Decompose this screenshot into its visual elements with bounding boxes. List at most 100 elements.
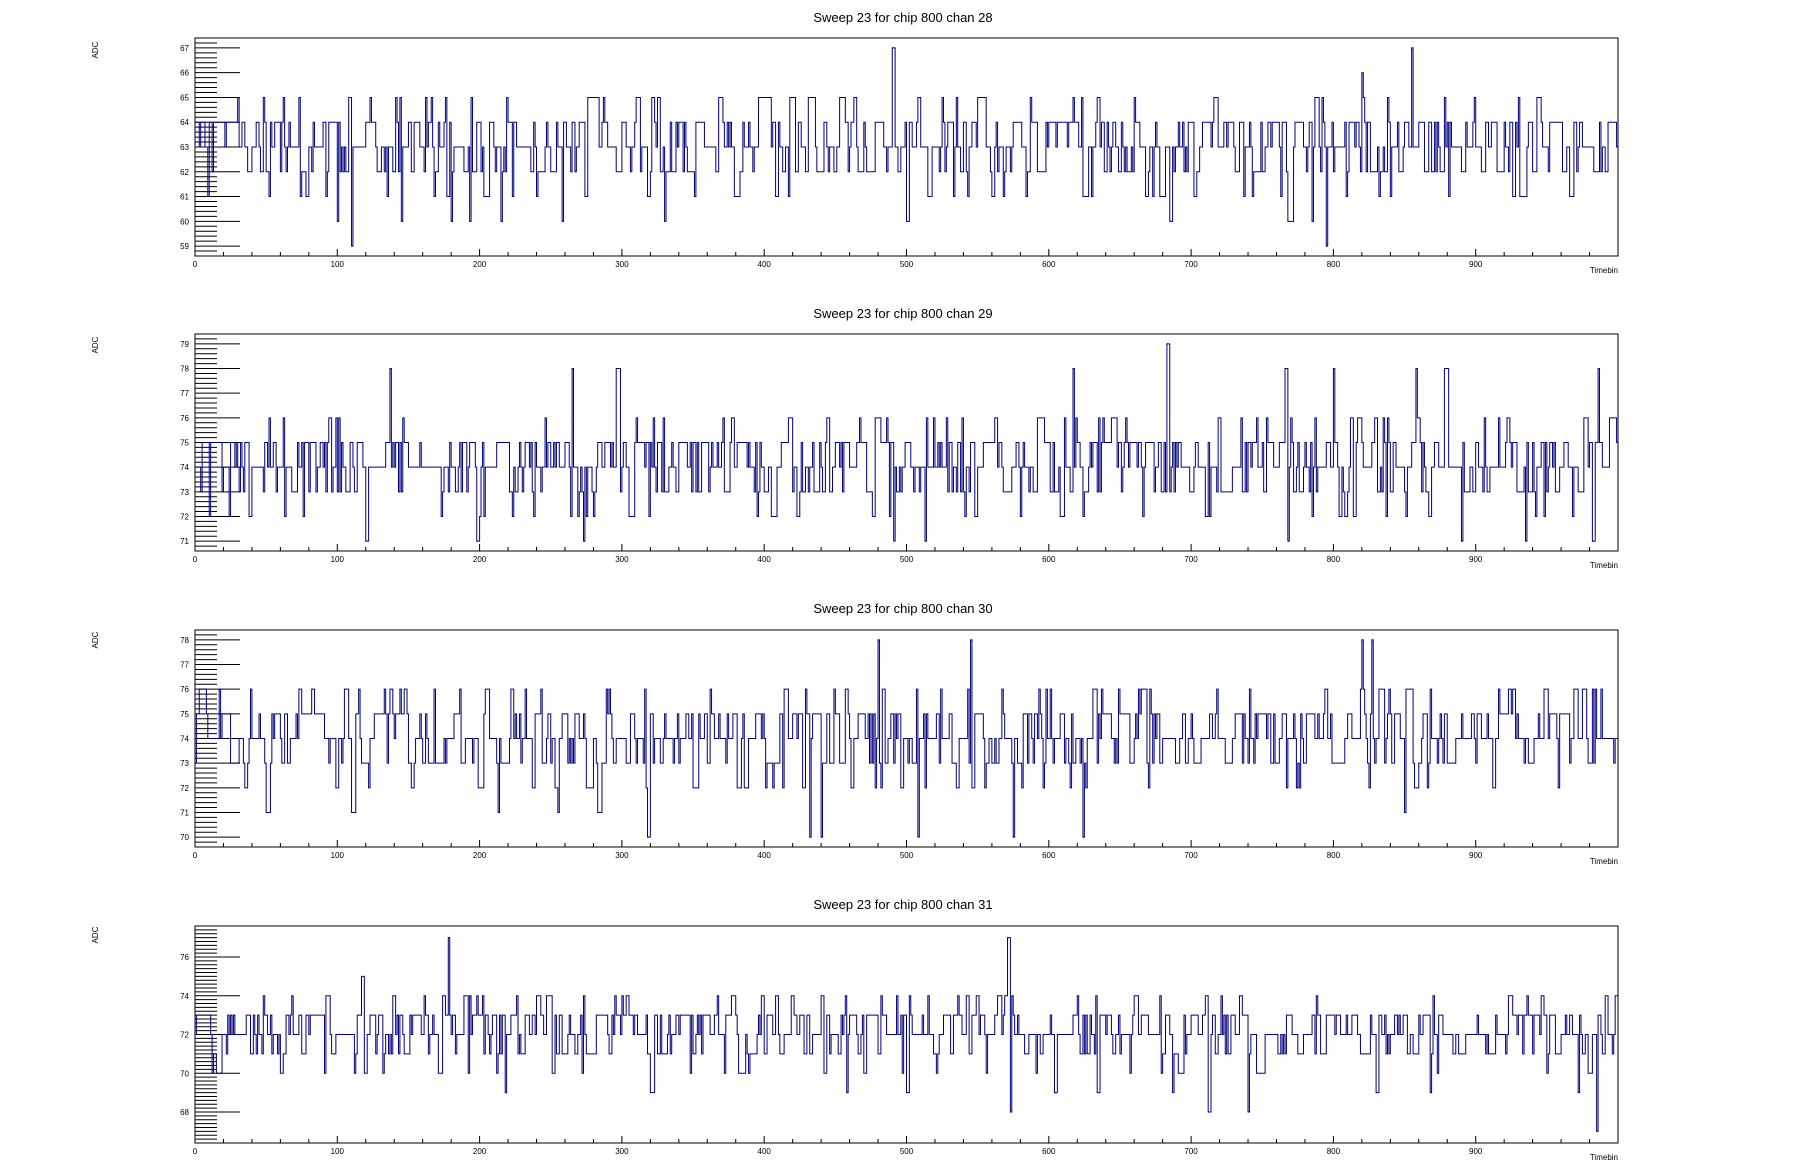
x-tick-label: 600 (1042, 260, 1056, 269)
data-point (448, 937, 450, 939)
x-tick-label: 500 (900, 260, 914, 269)
y-tick-label: 62 (180, 168, 189, 177)
data-point (1054, 1092, 1056, 1094)
x-tick-label: 900 (1469, 260, 1483, 269)
x-tick-label: 200 (473, 1147, 487, 1156)
x-tick-label: 700 (1184, 1147, 1198, 1156)
data-point (1461, 540, 1463, 542)
x-tick-label: 600 (1042, 555, 1056, 564)
data-point (1444, 367, 1446, 370)
x-axis-label: Timebin (1590, 266, 1618, 275)
panel-chan-29: Sweep 23 for chip 800 chan 29 ADC Timebi… (91, 306, 1619, 570)
data-point (906, 220, 908, 222)
data-point (1167, 343, 1169, 345)
data-point (337, 220, 339, 222)
data-point (583, 540, 585, 542)
x-tick-label: 800 (1327, 555, 1341, 564)
plot-area: 59 60 61 62 63 64 65 66 67 0 100 200 300 400 500 600 700… (180, 37, 1619, 269)
y-tick-label: 61 (180, 193, 189, 202)
data-point (616, 367, 618, 370)
data-point (647, 836, 649, 838)
x-tick-label: 600 (1042, 851, 1056, 860)
y-tick-label: 77 (180, 389, 189, 398)
y-tick-label: 76 (180, 685, 189, 694)
x-tick-label: 300 (615, 555, 629, 564)
data-point (1013, 836, 1015, 838)
data-point (1333, 367, 1335, 370)
y-tick-label: 75 (180, 439, 189, 448)
y-tick-label: 73 (180, 759, 189, 768)
data-point (1376, 1092, 1378, 1094)
x-tick-label: 0 (193, 851, 198, 860)
y-axis-label: ADC (91, 41, 100, 58)
data-point (266, 811, 268, 814)
data-point (498, 811, 500, 814)
x-tick-label: 0 (193, 555, 198, 564)
y-tick-label: 76 (180, 953, 189, 962)
y-tick-label: 71 (180, 537, 189, 546)
data-point (1371, 639, 1374, 641)
series-line (195, 343, 1618, 542)
data-point (1525, 540, 1527, 542)
y-tick-label: 76 (180, 414, 189, 423)
data-point (821, 836, 823, 838)
data-point (917, 836, 920, 838)
x-tick-label: 500 (900, 555, 914, 564)
data-point (906, 1092, 908, 1094)
data-point (878, 639, 880, 641)
x-axis-label: Timebin (1590, 561, 1618, 570)
y-tick-label: 70 (180, 1069, 189, 1078)
data-point (1596, 1130, 1598, 1132)
x-tick-label: 0 (193, 1147, 198, 1156)
data-point (1208, 1111, 1210, 1113)
panel-title: Sweep 23 for chip 800 chan 31 (813, 897, 992, 912)
y-tick-label: 60 (180, 217, 189, 226)
x-tick-label: 900 (1469, 1147, 1483, 1156)
y-tick-label: 73 (180, 488, 189, 497)
plot-area: 71 72 73 74 75 76 77 78 79 0 100 200 300 400 500 600 700… (180, 333, 1619, 564)
y-tick-label: 70 (180, 833, 189, 842)
data-point (1010, 1111, 1012, 1113)
x-tick-label: 300 (615, 1147, 629, 1156)
data-point (572, 367, 574, 370)
y-axis-label: ADC (91, 926, 100, 943)
x-tick-label: 700 (1184, 555, 1198, 564)
data-point (892, 47, 894, 49)
y-axis-label: ADC (91, 631, 100, 648)
x-tick-label: 200 (473, 851, 487, 860)
y-tick-label: 72 (180, 1031, 189, 1040)
data-point (562, 220, 564, 222)
x-tick-label: 800 (1327, 1147, 1341, 1156)
data-point (505, 1092, 507, 1094)
data-point (1326, 245, 1328, 247)
data-point (1312, 220, 1314, 222)
data-point (1073, 367, 1075, 370)
x-tick-label: 900 (1469, 851, 1483, 860)
x-tick-label: 400 (758, 555, 772, 564)
y-tick-label: 77 (180, 661, 189, 670)
y-tick-label: 75 (180, 710, 189, 719)
data-point (365, 540, 368, 542)
y-tick-label: 74 (180, 735, 189, 744)
x-tick-label: 200 (473, 555, 487, 564)
series-line (195, 639, 1618, 838)
x-tick-label: 600 (1042, 1147, 1056, 1156)
y-tick-label: 72 (180, 784, 189, 793)
data-point (451, 220, 453, 222)
panel-title: Sweep 23 for chip 800 chan 28 (813, 10, 992, 25)
data-point (597, 811, 600, 814)
data-point (476, 540, 479, 542)
x-tick-label: 400 (758, 1147, 772, 1156)
data-point (1592, 540, 1594, 542)
y-tick-label: 71 (180, 808, 189, 817)
x-tick-label: 300 (615, 851, 629, 860)
data-point (925, 540, 927, 542)
plot-area: 68 70 72 74 76 0 100 200 300 400 500 600 700 800 900 (180, 925, 1619, 1156)
data-point (1361, 639, 1364, 641)
x-tick-label: 100 (331, 260, 345, 269)
series-line (195, 47, 1618, 247)
data-point (1083, 836, 1085, 838)
y-tick-label: 78 (180, 636, 189, 645)
data-point (1007, 937, 1009, 939)
